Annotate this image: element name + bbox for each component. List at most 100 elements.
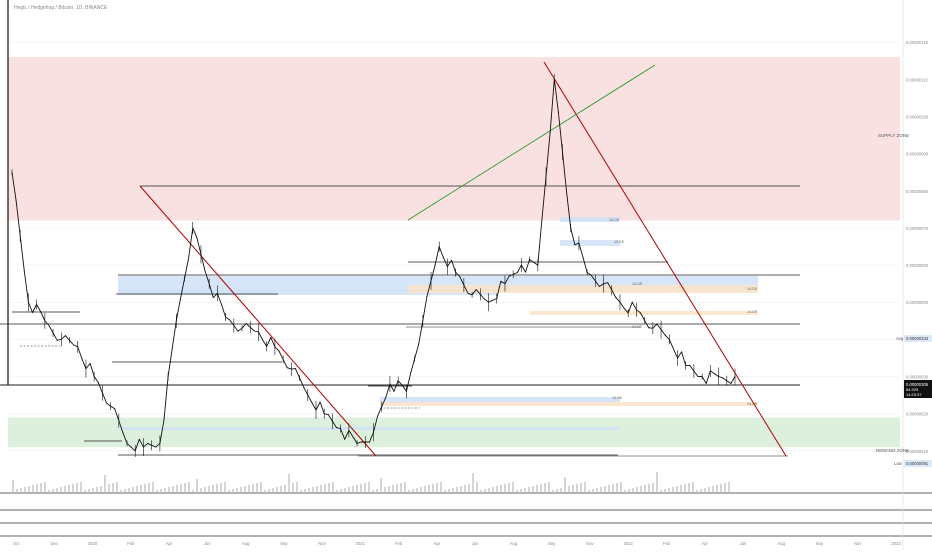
volume-bar-41 xyxy=(176,485,178,492)
price-point-162 xyxy=(677,357,678,359)
volume-bar-77 xyxy=(320,485,322,492)
volume-bar-38 xyxy=(164,488,166,492)
volume-bar-80 xyxy=(332,482,334,492)
price-point-121 xyxy=(508,275,510,277)
price-point-138 xyxy=(578,242,580,244)
volume-bar-132 xyxy=(540,484,542,492)
volume-bar-134 xyxy=(548,482,550,492)
price-axis[interactable]: 0.00000120 0.00000110 0.00000100 0.00000090… xyxy=(902,0,929,550)
block-label-3: 14-DE xyxy=(747,310,758,314)
x-tick-label-16: 2022 xyxy=(624,541,634,546)
time-axis[interactable]: Oct Dec 2020 Feb Apr Jun Aug Sep Nov 2021 Feb Apr Ju… xyxy=(13,541,902,546)
volume-bar-178 xyxy=(724,483,726,492)
volume-bar-177 xyxy=(720,484,722,492)
price-point-82 xyxy=(348,429,350,431)
volume-bar-100 xyxy=(412,489,414,492)
volume-bar-33 xyxy=(144,484,146,492)
price-point-127 xyxy=(533,261,535,263)
price-point-156 xyxy=(652,327,654,329)
volume-bar-150 xyxy=(612,484,614,492)
x-tick-label-15: Nov xyxy=(586,541,594,546)
volume-bar-3 xyxy=(24,487,26,492)
volume-bar-160 xyxy=(652,483,654,492)
price-point-40 xyxy=(175,320,177,322)
price-point-166 xyxy=(693,370,695,372)
price-point-169 xyxy=(705,383,707,384)
price-point-173 xyxy=(722,377,724,379)
volume-label: 64.929 xyxy=(906,387,919,392)
volume-bar-156 xyxy=(636,487,638,492)
price-point-160 xyxy=(668,338,670,340)
volume-bar-23 xyxy=(104,475,106,492)
symbol-title: Hegic / Hedgehog / Bitcoin, 1D, BINANCE xyxy=(14,5,108,11)
volume-bar-153 xyxy=(624,490,626,492)
price-point-49 xyxy=(212,297,214,299)
y-tick-label-10: 0.00000020 xyxy=(906,412,929,417)
x-tick-label-14: Sep xyxy=(548,541,556,546)
price-point-78 xyxy=(331,420,333,422)
volume-bar-67 xyxy=(280,486,282,492)
price-point-10 xyxy=(52,332,54,334)
volume-bar-17 xyxy=(80,482,82,492)
volume-bar-8 xyxy=(44,482,46,492)
uptrend-line xyxy=(407,64,656,221)
price-point-41 xyxy=(179,298,181,300)
volume-bar-61 xyxy=(256,483,258,492)
volume-bar-141 xyxy=(576,484,578,492)
volume-bar-94 xyxy=(388,486,390,492)
volume-bar-130 xyxy=(532,486,534,492)
volume-bar-149 xyxy=(608,485,610,492)
volume-bar-110 xyxy=(452,488,454,492)
price-point-42 xyxy=(184,278,185,280)
volume-bar-78 xyxy=(324,484,326,492)
price-point-163 xyxy=(681,351,683,353)
price-point-101 xyxy=(426,296,428,298)
price-point-135 xyxy=(566,191,568,193)
volume-bar-14 xyxy=(68,485,70,492)
volume-bar-169 xyxy=(688,483,690,492)
price-point-149 xyxy=(623,307,625,309)
price-point-122 xyxy=(512,273,514,275)
price-point-37 xyxy=(163,419,165,421)
volume-bar-6 xyxy=(36,484,38,492)
y-tick-label-1: 0.00000110 xyxy=(906,77,928,82)
y-tick-label-6: 0.00000060 xyxy=(906,263,929,268)
y-tick-label-11: 0.00000010 xyxy=(906,449,929,454)
price-point-100 xyxy=(422,320,424,322)
x-tick-label-9: 2021 xyxy=(356,541,366,546)
price-point-28 xyxy=(126,442,128,444)
volume-bar-128 xyxy=(524,488,526,492)
price-point-99 xyxy=(418,343,420,345)
volume-bar-179 xyxy=(728,482,730,492)
volume-bar-133 xyxy=(544,483,546,492)
price-point-110 xyxy=(463,284,465,286)
block-label-2: 14-DE xyxy=(747,287,758,291)
price-point-18 xyxy=(85,368,87,370)
price-point-142 xyxy=(594,280,596,282)
volume-bar-111 xyxy=(456,487,458,492)
price-point-88 xyxy=(373,431,374,433)
volume-bar-62 xyxy=(260,482,262,492)
price-point-0 xyxy=(11,171,13,173)
volume-bar-16 xyxy=(76,483,78,492)
volume-bar-170 xyxy=(692,482,694,492)
price-point-55 xyxy=(237,330,239,332)
volume-bar-139 xyxy=(568,486,570,492)
countdown-label: 14:23:37 xyxy=(906,392,922,397)
volume-bar-48 xyxy=(204,487,206,492)
volume-bar-26 xyxy=(116,482,118,492)
volume-bar-15 xyxy=(72,484,74,492)
price-point-165 xyxy=(689,364,691,366)
price-point-59 xyxy=(253,330,255,332)
x-tick-label-13: Aug xyxy=(510,541,518,546)
volume-bar-135 xyxy=(552,490,554,492)
volume-bar-86 xyxy=(356,485,358,492)
price-point-50 xyxy=(216,292,218,294)
price-point-111 xyxy=(467,292,469,294)
price-point-161 xyxy=(672,348,674,350)
volume-bar-97 xyxy=(400,483,402,492)
volume-bar-114 xyxy=(468,484,470,492)
